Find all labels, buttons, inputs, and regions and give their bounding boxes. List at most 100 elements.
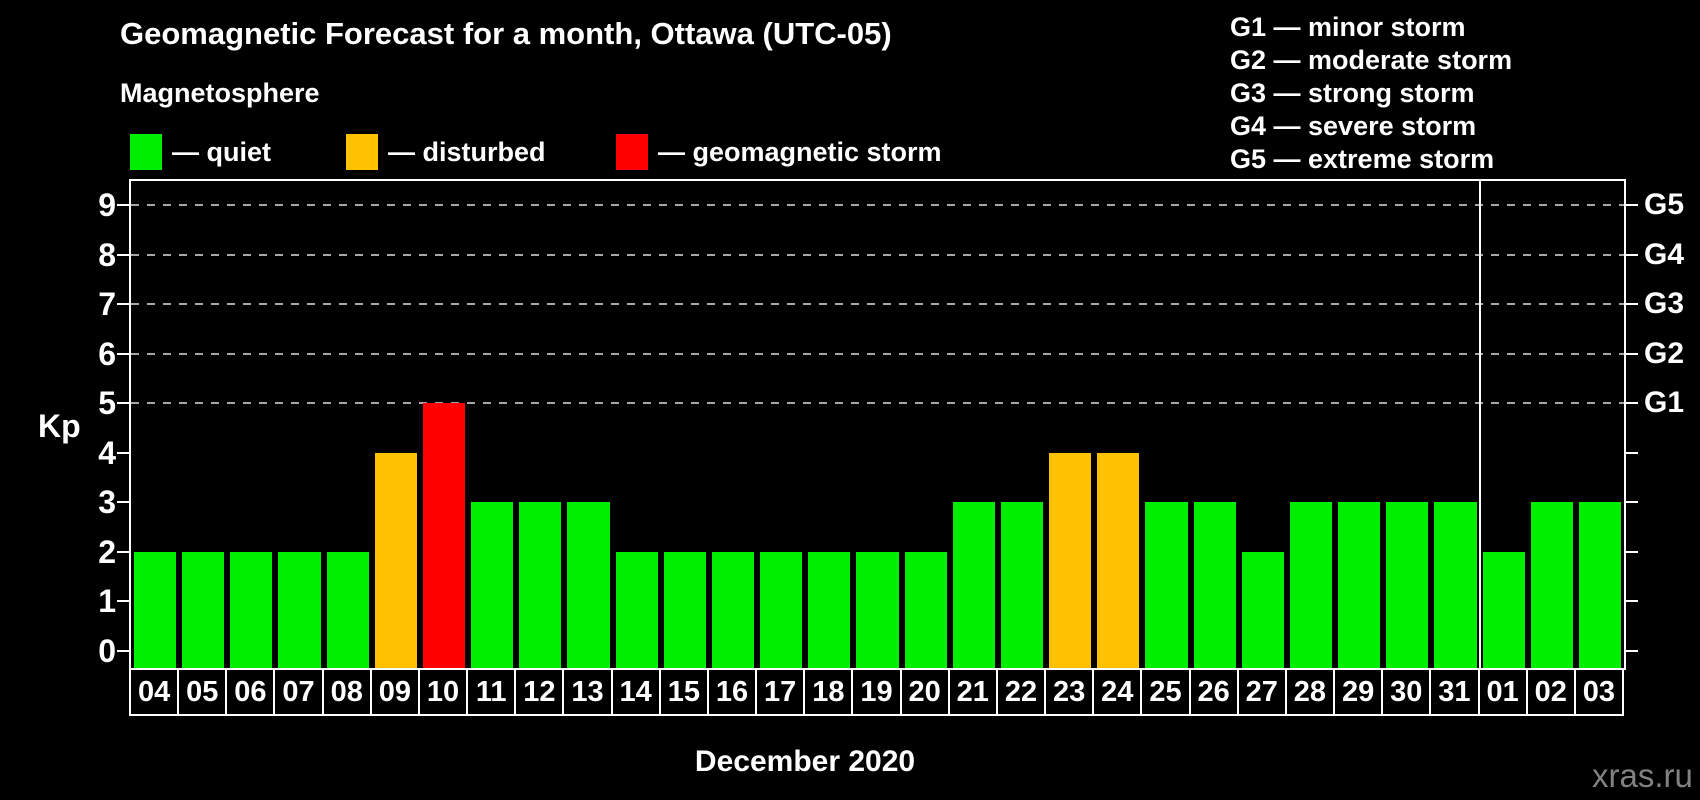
y-axis-tick-left — [117, 303, 129, 306]
day-label-cell-20: 20 — [899, 668, 950, 716]
y-tick-label-3: 3 — [98, 484, 116, 521]
kp-bar-day-09 — [374, 452, 417, 668]
y-axis-tick-left — [117, 649, 129, 652]
g-level-label-G3: G3 — [1644, 287, 1685, 321]
magnetosphere-legend-heading: Magnetosphere — [120, 78, 320, 108]
g-level-label-G1: G1 — [1644, 386, 1685, 420]
day-label-cell-30: 30 — [1381, 668, 1432, 716]
day-label-cell-16: 16 — [706, 668, 758, 716]
day-label-cell-13: 13 — [562, 668, 613, 716]
kp-bar-day-17 — [760, 551, 803, 668]
day-label-cell-06: 06 — [225, 668, 276, 716]
y-tick-label-6: 6 — [98, 335, 116, 372]
y-axis-tick-left — [117, 550, 129, 553]
day-label-row: 04 05 06 07 08 09 10 11 12 13 14 15 16 17 18 19 20 21 22 23… — [129, 668, 1629, 716]
kp-bar-day-30 — [1386, 502, 1429, 668]
y-axis-tick-left — [117, 451, 129, 454]
legend-swatch-storm — [616, 134, 648, 170]
day-label-cell-24: 24 — [1092, 668, 1143, 716]
day-label-cell-22: 22 — [995, 668, 1047, 716]
kp-bar-day-16 — [711, 551, 755, 668]
month-separator-line — [1478, 181, 1481, 668]
storm-scale-line: G5 — extreme storm — [1230, 144, 1495, 174]
kp-bar-day-01 — [1482, 551, 1525, 668]
day-label-cell-07: 07 — [273, 668, 324, 716]
y-tick-label-1: 1 — [98, 583, 116, 620]
day-label-cell-27: 27 — [1236, 668, 1287, 716]
day-label-cell-15: 15 — [658, 668, 709, 716]
y-axis-label-kp: Kp — [38, 408, 81, 444]
y-axis-tick-right — [1626, 649, 1638, 652]
y-axis-tick-right — [1626, 253, 1638, 256]
y-axis-tick-left — [117, 253, 129, 256]
day-label-cell-08: 08 — [321, 668, 372, 716]
kp-bar-day-15 — [663, 551, 706, 668]
kp-bar-day-18 — [808, 551, 851, 668]
kp-bar-day-10 — [422, 403, 466, 668]
day-label-cell-25: 25 — [1140, 668, 1191, 716]
y-axis-tick-left — [117, 402, 129, 405]
grid-line-kp5 — [131, 402, 1624, 405]
storm-scale-line: G3 — strong storm — [1230, 78, 1475, 108]
kp-bar-day-31 — [1434, 502, 1477, 668]
storm-scale-line: G2 — moderate storm — [1230, 45, 1513, 75]
day-label-cell-21: 21 — [947, 668, 998, 716]
y-tick-label-2: 2 — [98, 533, 116, 570]
day-label-cell-04: 04 — [129, 668, 180, 716]
legend-swatch-disturbed — [346, 134, 378, 170]
day-label-cell-10: 10 — [417, 668, 469, 716]
day-label-cell-01: 01 — [1477, 668, 1528, 716]
kp-bar-day-06 — [230, 551, 273, 668]
g-level-label-G5: G5 — [1644, 188, 1685, 222]
y-axis-tick-left — [117, 501, 129, 504]
kp-bar-day-19 — [856, 551, 899, 668]
legend-label-disturbed: — disturbed — [388, 137, 546, 167]
day-label-cell-18: 18 — [803, 668, 854, 716]
y-axis-tick-right — [1626, 600, 1638, 603]
y-axis-tick-right — [1626, 352, 1638, 355]
kp-bar-day-13 — [567, 502, 610, 668]
y-axis-tick-left — [117, 204, 129, 207]
day-label-cell-29: 29 — [1333, 668, 1384, 716]
kp-bar-day-11 — [471, 502, 514, 668]
kp-bar-day-22 — [1000, 502, 1044, 668]
kp-bar-day-26 — [1193, 502, 1236, 668]
y-axis-tick-left — [117, 352, 129, 355]
magnetosphere-legend: — quiet — disturbed — geomagnetic storm — [0, 134, 1100, 170]
legend-swatch-quiet — [130, 134, 162, 170]
kp-bar-day-12 — [519, 502, 562, 668]
kp-bar-day-23 — [1049, 452, 1092, 668]
kp-bar-day-25 — [1145, 502, 1188, 668]
kp-bar-day-27 — [1241, 551, 1284, 668]
grid-line-kp8 — [131, 253, 1624, 256]
legend-label-quiet: — quiet — [172, 137, 271, 167]
kp-bar-day-29 — [1338, 502, 1381, 668]
g-level-label-G4: G4 — [1644, 237, 1685, 271]
grid-line-kp9 — [131, 204, 1624, 207]
day-label-cell-09: 09 — [369, 668, 420, 716]
kp-bar-day-28 — [1289, 502, 1333, 668]
y-axis-tick-right — [1626, 451, 1638, 454]
grid-line-kp7 — [131, 303, 1624, 306]
kp-bar-day-21 — [952, 502, 995, 668]
y-axis-tick-right — [1626, 501, 1638, 504]
storm-scale-legend: G1 — minor storm G2 — moderate storm G3 — … — [1230, 11, 1512, 176]
day-label-cell-26: 26 — [1188, 668, 1239, 716]
kp-bar-day-20 — [904, 551, 947, 668]
kp-bar-day-04 — [134, 551, 177, 668]
y-axis-tick-right — [1626, 550, 1638, 553]
day-label-cell-28: 28 — [1284, 668, 1336, 716]
kp-bar-day-14 — [615, 551, 658, 668]
day-label-cell-23: 23 — [1044, 668, 1095, 716]
kp-bar-day-02 — [1530, 502, 1573, 668]
y-axis-tick-right — [1626, 303, 1638, 306]
x-axis-month-label: December 2020 — [694, 745, 916, 778]
plot-area — [131, 181, 1624, 668]
y-tick-label-9: 9 — [98, 187, 116, 224]
day-label-cell-31: 31 — [1429, 668, 1480, 716]
legend-label-storm: — geomagnetic storm — [658, 137, 942, 167]
y-tick-label-7: 7 — [98, 286, 116, 323]
kp-bar-day-03 — [1578, 502, 1621, 668]
y-tick-label-8: 8 — [98, 236, 116, 273]
